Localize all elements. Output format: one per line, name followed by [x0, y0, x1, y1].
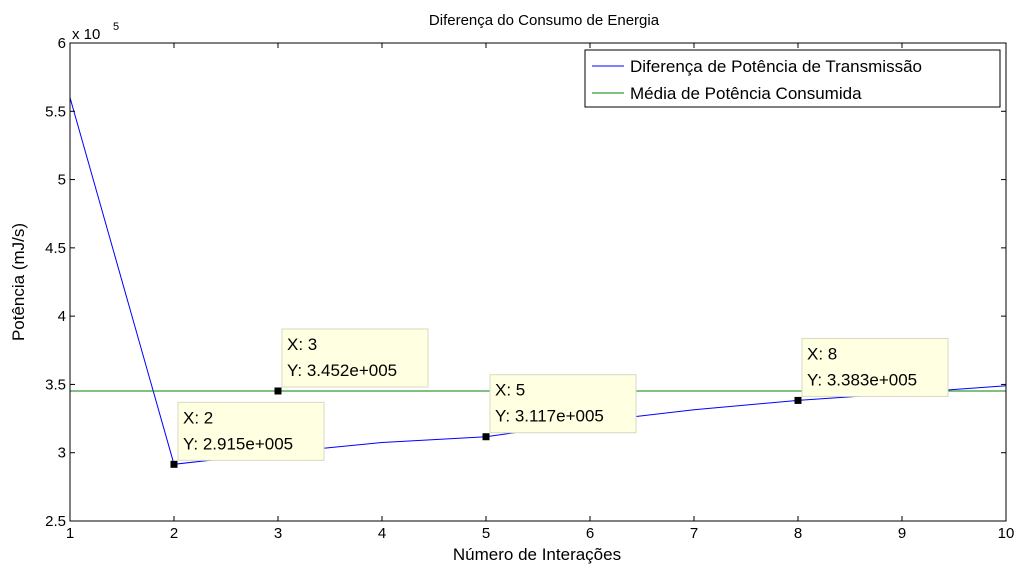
datatip-y-text: Y: 3.117e+005	[495, 407, 604, 426]
legend-label-transmissao: Diferença de Potência de Transmissão	[630, 57, 922, 76]
y-tick-label: 2.5	[45, 513, 66, 530]
x-axis-label: Número de Interações	[453, 545, 621, 564]
x-tick-label: 10	[998, 525, 1015, 542]
x-tick-label: 6	[586, 525, 594, 542]
x-tick-label: 3	[274, 525, 282, 542]
chart-title: Diferença do Consumo de Energia	[429, 12, 660, 29]
exponent-base: x 10	[72, 26, 100, 43]
exponent-power: 5	[113, 21, 119, 33]
plot-area	[69, 42, 1007, 522]
exponent-label: x 10 5	[72, 21, 119, 43]
y-tick-label: 5.5	[45, 103, 66, 120]
datatip-y-text: Y: 2.915e+005	[183, 434, 293, 453]
legend: Diferença de Potência de Transmissão Méd…	[584, 49, 1001, 108]
x-tick-label: 2	[170, 525, 178, 542]
x-tick-label: 1	[66, 525, 74, 542]
datatip-x-text: X: 2	[183, 408, 213, 427]
datatip-x-text: X: 8	[807, 344, 837, 363]
y-tick-label: 3	[58, 445, 66, 462]
datatip-marker	[794, 396, 802, 404]
datatip-marker	[482, 433, 490, 441]
datatip-marker	[274, 387, 282, 395]
y-tick-label: 5	[58, 172, 66, 189]
datatip[interactable]: X: 2 Y: 2.915e+005	[170, 401, 325, 468]
datatip[interactable]: X: 8 Y: 3.383e+005	[794, 337, 949, 404]
x-tick-label: 7	[690, 525, 698, 542]
datatip-marker	[170, 460, 178, 468]
x-tick-label: 5	[482, 525, 490, 542]
datatip-box	[489, 374, 637, 434]
x-tick-label: 8	[794, 525, 802, 542]
datatip-box	[801, 337, 949, 397]
datatip-y-text: Y: 3.452e+005	[287, 361, 397, 380]
y-axis-label: Potência (mJ/s)	[9, 223, 28, 341]
datatip-box	[177, 401, 325, 461]
datatip-y-text: Y: 3.383e+005	[807, 370, 917, 389]
datatip-x-text: X: 3	[287, 335, 317, 354]
legend-box	[584, 49, 1001, 108]
datatip-x-text: X: 5	[495, 381, 525, 400]
legend-label-media: Média de Potência Consumida	[630, 84, 862, 103]
datatip[interactable]: X: 5 Y: 3.117e+005	[482, 374, 637, 441]
y-tick-label: 4.5	[45, 240, 66, 257]
x-tick-label: 4	[378, 525, 386, 542]
y-tick-label: 6	[58, 35, 66, 52]
y-tick-label: 3.5	[45, 376, 66, 393]
x-tick-label: 9	[898, 525, 906, 542]
datatip[interactable]: X: 3 Y: 3.452e+005	[274, 328, 429, 395]
y-tick-label: 4	[58, 308, 66, 325]
datatip-box	[281, 328, 429, 388]
